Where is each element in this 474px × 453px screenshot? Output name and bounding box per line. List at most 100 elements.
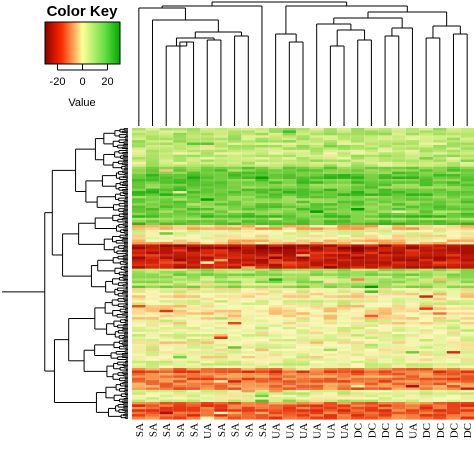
heatmap-cell [378,254,393,258]
heatmap-cell [214,389,229,393]
heatmap-cell [282,164,297,168]
heatmap-cell [378,319,393,323]
heatmap-cell [159,263,174,267]
heatmap-cell [405,402,420,406]
heatmap-cell [132,348,147,352]
column-label: UA [271,423,283,439]
heatmap-cell [255,297,270,301]
heatmap-cell [268,208,284,212]
heatmap-cell [419,273,434,277]
heatmap-cell [419,280,434,284]
heatmap-cell [173,130,188,134]
heatmap-cell [186,195,201,199]
heatmap-cell [364,402,379,406]
heatmap-cell [350,249,366,253]
heatmap-cell [337,324,352,328]
heatmap-cell [405,411,420,415]
heatmap-cell [214,130,229,134]
heatmap-cell [309,200,325,204]
heatmap-cell [378,380,393,384]
heatmap-cell [432,169,448,173]
heatmap-cell [255,130,270,134]
heatmap-cell [460,324,474,328]
heatmap-cell [350,147,366,151]
heatmap-cell [241,166,256,170]
heatmap-cell [132,159,147,163]
heatmap-cell [186,227,201,231]
heatmap-cell [214,285,229,289]
heatmap-cell [159,198,174,202]
heatmap-cell [268,215,284,219]
heatmap-cell [255,322,270,326]
heatmap-cell [268,411,284,415]
heatmap-cell [296,254,311,258]
heatmap-cell [296,288,311,292]
heatmap-cell [214,355,229,359]
heatmap-cell [391,331,407,335]
heatmap-cell [337,338,352,342]
heatmap-cell [159,258,174,262]
heatmap-cell [132,317,147,321]
heatmap-cell [173,147,188,151]
heatmap-cell [227,217,243,221]
heatmap-cell [186,191,201,195]
heatmap-cell [186,212,201,216]
heatmap-cell [378,288,393,292]
heatmap-cell [268,147,284,151]
heatmap-cell [214,305,229,309]
heatmap-cell [378,234,393,238]
column-labels: SA SA SA SA SA UA SA SA SA SA UA UA UA UA UA UA DC DC DC DC… [134,423,474,439]
heatmap-cell [337,394,352,398]
heatmap-cell [255,288,270,292]
heatmap-cell [173,263,188,267]
heatmap-cell [309,137,325,141]
heatmap-cell [241,285,256,289]
heatmap-cell [214,178,229,182]
heatmap-cell [255,334,270,338]
heatmap-cell [460,237,474,241]
heatmap-cell [391,292,407,296]
heatmap-cell [419,370,434,374]
heatmap-cell [364,283,379,287]
heatmap-cell [460,193,474,197]
heatmap-cell [200,217,215,221]
heatmap-cell [268,132,284,136]
heatmap-cell [268,222,284,226]
heatmap-cell [323,295,338,299]
heatmap-cell [200,132,215,136]
heatmap-cell [255,210,270,214]
heatmap-cell [364,241,379,245]
heatmap-cell [350,295,366,299]
heatmap-cell [446,387,461,391]
heatmap-cell [323,171,338,175]
heatmap-cell [364,130,379,134]
heatmap-cell [460,343,474,347]
heatmap-cell [378,210,393,214]
heatmap-cell [200,309,215,313]
heatmap-cell [268,365,284,369]
heatmap-cell [186,351,201,355]
heatmap-cell [241,149,256,153]
heatmap-cell [419,302,434,306]
heatmap-cell [159,283,174,287]
heatmap-cell [391,394,407,398]
heatmap-cell [419,295,434,299]
heatmap-cell [323,249,338,253]
heatmap-cell [446,186,461,190]
heatmap-cell [173,389,188,393]
heatmap-cell [309,261,325,265]
heatmap-cell [405,370,420,374]
color-key-tick-label: 0 [79,76,85,88]
heatmap-cell [419,343,434,347]
heatmap-cell [241,326,256,330]
heatmap-cell [391,319,407,323]
heatmap-cell [337,280,352,284]
heatmap-cell [173,234,188,238]
heatmap-cell [227,389,243,393]
heatmap-cell [391,336,407,340]
heatmap-cell [460,256,474,260]
heatmap-cell [173,411,188,415]
heatmap-cell [159,241,174,245]
heatmap-cell [432,251,448,255]
heatmap-cell [200,353,215,357]
